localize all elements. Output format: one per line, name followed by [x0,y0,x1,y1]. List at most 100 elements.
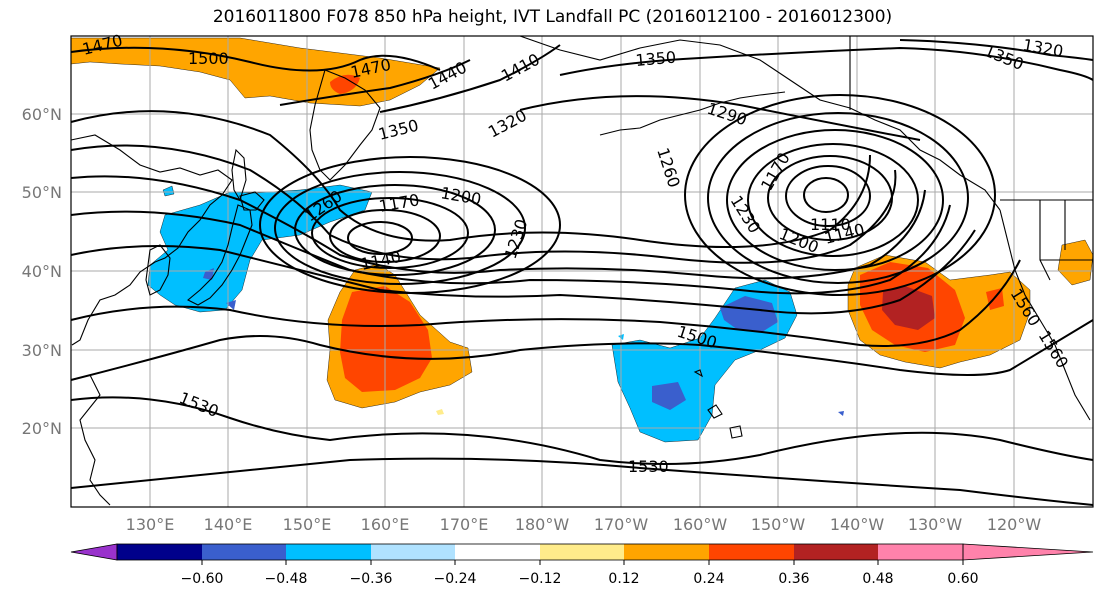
state-borders [1039,200,1093,281]
lon-label: 150°E [283,515,332,534]
contour-label: 1500 [188,49,229,68]
coastline-kamchatka [309,69,381,181]
colorbar-tick: 0.24 [693,571,724,587]
lon-label: 180°W [515,515,570,534]
contour-low-east-1290 [684,94,996,296]
map-panel: 1470 1500 1470 1440 1410 1350 1320 1350 … [70,31,1094,508]
ivt-positive-core [330,74,360,94]
colorbar-tick: −0.60 [181,571,224,587]
colorbar-segment [117,544,202,560]
contour-low-east-1110 [803,177,849,213]
lon-label: 140°E [204,515,253,534]
ivt-positive-area [1057,239,1094,286]
lon-label: 170°W [594,515,649,534]
lat-label: 40°N [22,262,62,281]
lat-label: 30°N [22,341,62,360]
contour-1350-north [559,46,1094,81]
lon-label: 150°W [751,515,806,534]
coastline-asia [70,134,233,346]
lat-label: 50°N [22,183,62,202]
colorbar-segment [709,544,794,560]
ivt-small-spot [436,409,444,415]
lat-label: 60°N [22,105,62,124]
coastline-japan [187,204,253,306]
contour-1470-north [70,46,441,72]
contour-labels: 1470 1500 1470 1440 1410 1350 1320 1350 … [80,31,1072,476]
lon-label: 140°W [830,515,885,534]
ivt-negative-core [652,382,686,410]
contour-label: 1350 [635,48,677,70]
coastline-hokkaido [239,191,265,211]
colorbar-tick: −0.12 [519,571,562,587]
ivt-shading [70,37,1094,443]
colorbar-segment [794,544,879,560]
contour-low-east-1230 [726,129,944,271]
contour-1530 [70,396,1094,465]
lon-label: 130°E [126,515,175,534]
coastline-north-america [999,209,1091,421]
contour-low-west-1260 [274,171,526,285]
colorbar-segment [286,544,371,560]
colorbar-segment [624,544,709,560]
ivt-negative-dot [838,411,844,416]
contour-label: 1110 [810,215,851,234]
colorbar-extend-low [70,543,118,561]
colorbar-tick: −0.48 [265,571,308,587]
ivt-negative-area [162,185,175,197]
contour-low-west-1230 [294,184,496,276]
contour-1350 [70,144,897,264]
contour-1320 [70,110,871,248]
contour-low-west-1140 [347,221,413,255]
colorbar: −0.60 −0.48 −0.36 −0.24 −0.12 0.12 0.24 … [70,543,1094,587]
contour-1470 [70,259,1021,347]
colorbar-segment [371,544,456,560]
contour-low-east-1170 [767,155,893,241]
height-contours [70,39,1094,506]
contour-1320-north [899,39,1094,61]
contour-1410 [70,204,951,295]
lon-label: 120°W [987,515,1042,534]
coastline-hawaii [693,369,743,439]
lon-label: 160°W [673,515,728,534]
colorbar-tick: 0.36 [778,571,809,587]
ivt-positive-core [882,286,935,330]
contour-1440-north [279,59,471,106]
colorbar-tick: 0.12 [608,571,639,587]
colorbar-extend-high [962,543,1094,561]
coastline-korea [145,244,171,296]
lon-label: 170°E [440,515,489,534]
ivt-negative-core [720,296,778,332]
colorbar-tick: −0.24 [434,571,477,587]
map-title: 2016011800 F078 850 hPa height, IVT Land… [212,7,893,27]
coastline-china [71,374,111,506]
longitude-labels: 130°E 140°E 150°E 160°E 170°E 180°W 170°… [126,515,1042,534]
contour-label: 1530 [628,457,669,476]
colorbar-segment [540,544,625,560]
contour-low-east-1260 [707,112,969,284]
colorbar-tick: 0.60 [947,571,978,587]
contour-low-east-1140 [785,165,871,227]
colorbar-tick: 0.48 [862,571,893,587]
colorbar-segment [878,544,963,560]
contour-low-west-1290 [259,156,561,294]
lon-label: 130°W [908,515,963,534]
contour-low-east-1200 [747,143,919,257]
colorbar-tick-marks [201,560,964,565]
contour-1410-north [379,44,561,113]
latitude-labels: 60°N 50°N 40°N 30°N 20°N [22,105,62,438]
coastlines [70,35,1093,506]
contour-low-west-1200 [311,197,469,269]
contour-low-west-1170 [329,209,441,263]
coastline-alaska [519,35,1001,211]
map-frame [70,35,1094,508]
contour-1290-north [519,95,921,141]
colorbar-segment [202,544,287,560]
lat-label: 20°N [22,419,62,438]
lon-label: 160°E [361,515,410,534]
contour-1500 [70,319,1094,381]
coastline-aleutians [599,91,786,136]
ivt-positive-core [340,286,432,392]
contour-1440 [70,229,976,315]
colorbar-segment [455,544,540,560]
